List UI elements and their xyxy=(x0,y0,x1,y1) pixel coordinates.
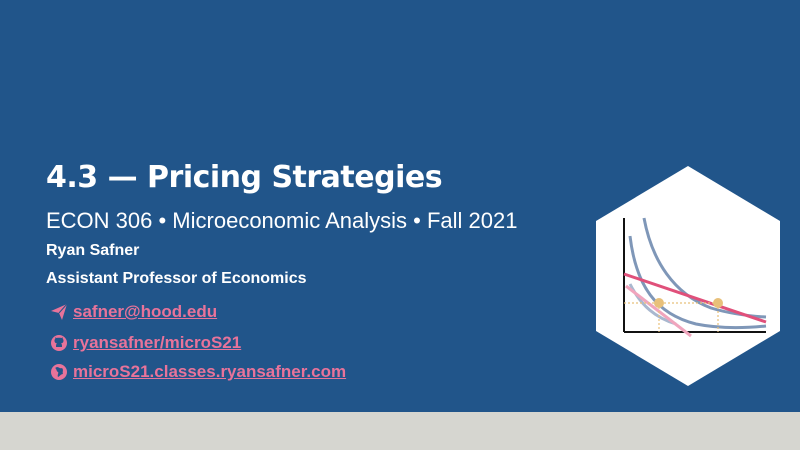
course-subtitle: ECON 306 • Microeconomic Analysis • Fall… xyxy=(46,208,518,233)
website-link-row: microS21.classes.ryansafner.com xyxy=(50,362,346,382)
footer-bar xyxy=(0,412,800,450)
github-icon xyxy=(50,334,68,352)
github-link-row: ryansafner/microS21 xyxy=(50,333,241,353)
course-hex-logo xyxy=(596,166,780,386)
paper-plane-icon xyxy=(50,303,68,321)
globe-icon xyxy=(50,363,68,381)
author-name: Ryan Safner xyxy=(46,242,140,259)
email-link[interactable]: safner@hood.edu xyxy=(73,302,218,321)
title-slide: 4.3 — Pricing Strategies ECON 306 • Micr… xyxy=(0,0,800,412)
email-link-row: safner@hood.edu xyxy=(50,302,217,322)
github-link[interactable]: ryansafner/microS21 xyxy=(73,333,242,352)
slide-title: 4.3 — Pricing Strategies xyxy=(46,160,443,195)
author-role: Assistant Professor of Economics xyxy=(46,270,307,287)
website-link[interactable]: microS21.classes.ryansafner.com xyxy=(73,362,347,381)
